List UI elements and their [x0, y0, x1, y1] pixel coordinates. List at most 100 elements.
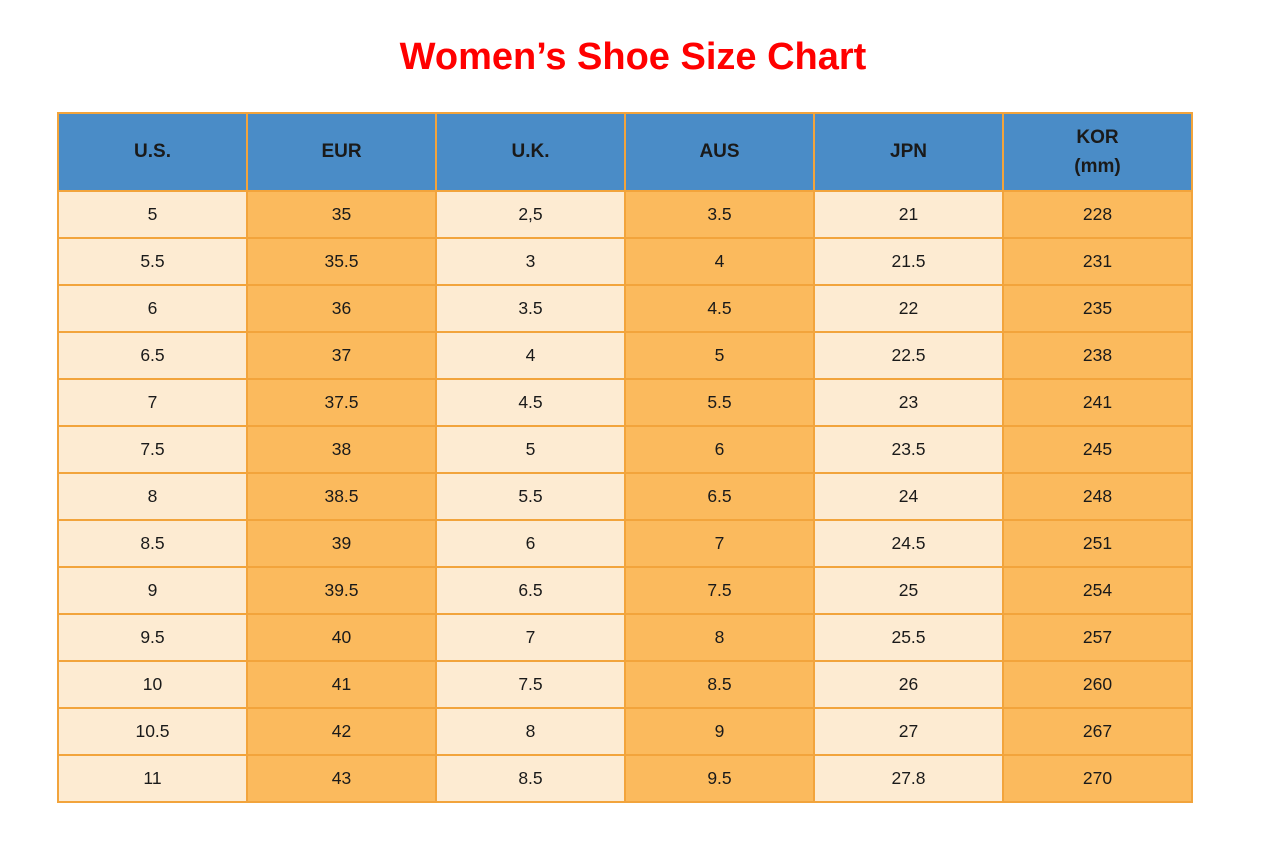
column-header: U.S.: [57, 112, 248, 192]
table-cell: 5: [435, 425, 626, 474]
table-cell: 27: [813, 707, 1004, 756]
table-cell: 10: [57, 660, 248, 709]
table-cell: 231: [1002, 237, 1193, 286]
table-cell: 8.5: [57, 519, 248, 568]
table-cell: 260: [1002, 660, 1193, 709]
table-row: 10 41 7.5 8.5 26 260: [57, 660, 1193, 709]
table-cell: 35.5: [246, 237, 437, 286]
column-header: KOR (mm): [1002, 112, 1193, 192]
table-cell: 5: [57, 190, 248, 239]
table-cell: 11: [57, 754, 248, 803]
table-cell: 4.5: [435, 378, 626, 427]
table-cell: 257: [1002, 613, 1193, 662]
table-row: 6 36 3.5 4.5 22 235: [57, 284, 1193, 333]
table-cell: 25: [813, 566, 1004, 615]
table-cell: 4: [624, 237, 815, 286]
table-cell: 8: [624, 613, 815, 662]
column-header: AUS: [624, 112, 815, 192]
table-header: U.S. EUR U.K. AUS JPN KOR (mm): [57, 112, 1193, 192]
table-cell: 228: [1002, 190, 1193, 239]
table-cell: 6.5: [435, 566, 626, 615]
table-cell: 39.5: [246, 566, 437, 615]
table-row: 5.5 35.5 3 4 21.5 231: [57, 237, 1193, 286]
table-cell: 8.5: [435, 754, 626, 803]
table-row: 7 37.5 4.5 5.5 23 241: [57, 378, 1193, 427]
table-cell: 40: [246, 613, 437, 662]
table-cell: 9.5: [57, 613, 248, 662]
table-cell: 7.5: [57, 425, 248, 474]
table-cell: 245: [1002, 425, 1193, 474]
table-row: 8 38.5 5.5 6.5 24 248: [57, 472, 1193, 521]
table-cell: 6: [57, 284, 248, 333]
table-body: 5 35 2,5 3.5 21 228 5.5 35.5 3 4 21.5 231 6 36 3.5 4.5 2…: [57, 190, 1193, 803]
table-cell: 22: [813, 284, 1004, 333]
table-row: 6.5 37 4 5 22.5 238: [57, 331, 1193, 380]
table-cell: 9.5: [624, 754, 815, 803]
table-cell: 8: [435, 707, 626, 756]
table-cell: 9: [57, 566, 248, 615]
table-cell: 38.5: [246, 472, 437, 521]
table-cell: 42: [246, 707, 437, 756]
table-cell: 8.5: [624, 660, 815, 709]
table-cell: 251: [1002, 519, 1193, 568]
table-cell: 3.5: [435, 284, 626, 333]
table-cell: 254: [1002, 566, 1193, 615]
table-cell: 35: [246, 190, 437, 239]
table-cell: 2,5: [435, 190, 626, 239]
column-header-label: JPN: [890, 141, 927, 163]
table-cell: 27.8: [813, 754, 1004, 803]
shoe-size-table: U.S. EUR U.K. AUS JPN KOR (mm) 5 35 2,5 3.5 21 228 5…: [57, 112, 1193, 803]
table-cell: 36: [246, 284, 437, 333]
table-cell: 5.5: [624, 378, 815, 427]
column-header: JPN: [813, 112, 1004, 192]
page-title: Women’s Shoe Size Chart: [399, 36, 867, 78]
table-cell: 6.5: [57, 331, 248, 380]
header-row: U.S. EUR U.K. AUS JPN KOR (mm): [57, 112, 1193, 192]
table-cell: 24.5: [813, 519, 1004, 568]
table-cell: 9: [624, 707, 815, 756]
table-cell: 3.5: [624, 190, 815, 239]
table-cell: 6: [435, 519, 626, 568]
table-cell: 235: [1002, 284, 1193, 333]
table-cell: 22.5: [813, 331, 1004, 380]
table-cell: 5: [624, 331, 815, 380]
table-cell: 238: [1002, 331, 1193, 380]
table-row: 9.5 40 7 8 25.5 257: [57, 613, 1193, 662]
table-cell: 267: [1002, 707, 1193, 756]
table-row: 9 39.5 6.5 7.5 25 254: [57, 566, 1193, 615]
column-header-sublabel: (mm): [1074, 156, 1121, 177]
table-cell: 21.5: [813, 237, 1004, 286]
table-cell: 7.5: [435, 660, 626, 709]
table-row: 11 43 8.5 9.5 27.8 270: [57, 754, 1193, 803]
table-cell: 43: [246, 754, 437, 803]
table-cell: 4.5: [624, 284, 815, 333]
table-cell: 8: [57, 472, 248, 521]
column-header-label: AUS: [699, 141, 740, 163]
table-cell: 4: [435, 331, 626, 380]
table-cell: 5.5: [57, 237, 248, 286]
column-header-label: U.S.: [134, 141, 171, 163]
column-header: EUR: [246, 112, 437, 192]
table-cell: 5.5: [435, 472, 626, 521]
table-cell: 41: [246, 660, 437, 709]
table-cell: 37.5: [246, 378, 437, 427]
table-cell: 270: [1002, 754, 1193, 803]
table-row: 10.5 42 8 9 27 267: [57, 707, 1193, 756]
table-cell: 39: [246, 519, 437, 568]
table-cell: 23: [813, 378, 1004, 427]
table-cell: 3: [435, 237, 626, 286]
table-cell: 7.5: [624, 566, 815, 615]
table-cell: 21: [813, 190, 1004, 239]
table-row: 7.5 38 5 6 23.5 245: [57, 425, 1193, 474]
table-cell: 7: [435, 613, 626, 662]
table-cell: 38: [246, 425, 437, 474]
table-cell: 10.5: [57, 707, 248, 756]
table-cell: 6: [624, 425, 815, 474]
column-header: U.K.: [435, 112, 626, 192]
table-cell: 23.5: [813, 425, 1004, 474]
column-header-label: EUR: [321, 141, 362, 163]
table-cell: 248: [1002, 472, 1193, 521]
column-header-label: KOR: [1076, 126, 1119, 148]
table-cell: 24: [813, 472, 1004, 521]
